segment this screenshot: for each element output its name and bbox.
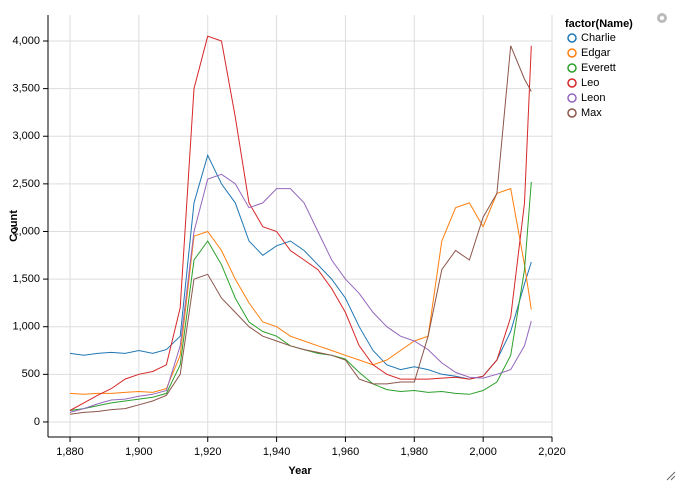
x-tick-label: 1,940 — [263, 446, 291, 458]
y-tick-label: 0 — [34, 416, 40, 428]
legend-label: Everett — [581, 62, 616, 74]
y-tick-label: 2,000 — [12, 225, 40, 237]
settings-icon[interactable] — [657, 13, 667, 23]
legend-symbol — [567, 33, 577, 43]
y-axis-label: Count — [8, 210, 20, 242]
series-line — [69, 187, 532, 395]
y-tick-label: 1,000 — [12, 321, 40, 333]
x-tick-label: 2,020 — [538, 446, 566, 458]
y-tick-label: 3,000 — [12, 130, 40, 142]
x-tick-label: 1,980 — [401, 446, 429, 458]
legend-symbol — [567, 93, 577, 103]
legend-label: Edgar — [581, 47, 611, 59]
legend-label: Max — [581, 107, 602, 119]
series-line — [69, 173, 532, 413]
x-axis-label: Year — [288, 465, 312, 477]
legend-label: Leon — [581, 92, 605, 104]
series-line — [69, 35, 532, 411]
x-tick-label: 1,920 — [194, 446, 222, 458]
legend-label: Charlie — [581, 32, 616, 44]
y-tick-label: 2,500 — [12, 178, 40, 190]
series-line — [69, 153, 532, 380]
x-tick-label: 2,000 — [469, 446, 497, 458]
x-tick-label: 1,900 — [125, 446, 153, 458]
resize-handle — [666, 471, 676, 481]
legend-symbol — [567, 108, 577, 118]
legend-symbol — [567, 78, 577, 88]
grid — [48, 15, 553, 437]
legend-symbol — [567, 63, 577, 73]
y-tick-label: 3,500 — [12, 83, 40, 95]
series-line — [69, 45, 532, 415]
legend-title: factor(Name) — [565, 18, 633, 30]
y-tick-label: 500 — [22, 368, 40, 380]
legend-label: Leo — [581, 77, 599, 89]
x-tick-label: 1,880 — [56, 446, 84, 458]
legend-symbol — [567, 48, 577, 58]
y-tick-label: 1,500 — [12, 273, 40, 285]
x-tick-label: 1,960 — [332, 446, 360, 458]
y-tick-label: 4,000 — [12, 35, 40, 47]
